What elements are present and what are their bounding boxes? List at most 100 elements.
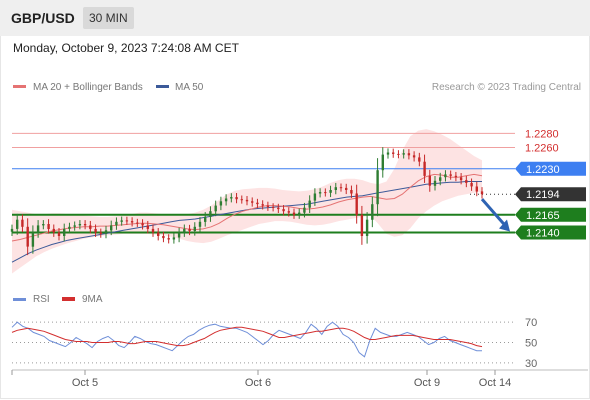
ma20-legend-swatch — [13, 85, 26, 88]
candle-body — [266, 205, 270, 207]
time-tick-label: Oct 6 — [245, 377, 271, 389]
candle-body — [198, 221, 202, 227]
candle-body — [371, 204, 374, 220]
candle-body — [10, 228, 14, 232]
ma20-legend-label: MA 20 + Bollinger Bands — [33, 82, 143, 93]
candle-body — [52, 228, 55, 233]
candle-body — [376, 170, 379, 205]
candle-body — [412, 155, 416, 158]
candle-body — [183, 228, 186, 233]
candle-body — [444, 174, 447, 178]
candle-body — [177, 232, 181, 238]
candle-body — [392, 152, 395, 154]
candle-body — [251, 201, 254, 203]
rsi-tick-70: 70 — [525, 317, 537, 329]
candle-body — [157, 232, 160, 236]
candle-body — [224, 198, 228, 202]
candle-body — [172, 237, 176, 240]
candle-body — [26, 226, 29, 247]
timeframe-button[interactable]: 30 MIN — [83, 7, 134, 29]
candle-body — [345, 187, 348, 190]
level-badge-1.2140 — [515, 225, 586, 240]
candle-body — [188, 228, 191, 231]
candle-body — [214, 205, 217, 212]
candle-body — [151, 228, 155, 233]
candle-body — [57, 232, 61, 236]
candle-body — [245, 199, 249, 202]
rsi-ma-legend-swatch — [62, 297, 75, 301]
candle-body — [402, 153, 405, 155]
level-label-1.2280: 1.2280 — [525, 128, 559, 140]
timestamp: Monday, October 9, 2023 7:24:08 AM CET — [13, 41, 239, 55]
candle-body — [350, 190, 353, 194]
instrument-symbol: GBP/USD — [11, 10, 75, 26]
candle-body — [465, 180, 468, 183]
header-bar: GBP/USD 30 MIN — [0, 0, 590, 36]
candle-body — [308, 200, 311, 208]
candle-body — [120, 220, 123, 222]
candle-body — [89, 225, 92, 229]
level-badge-1.2230 — [515, 161, 586, 176]
candle-body — [449, 174, 452, 176]
candle-body — [110, 225, 113, 231]
rsi-legend-label: RSI — [33, 294, 50, 305]
candle-body — [292, 212, 296, 215]
candle-body — [99, 232, 102, 234]
projection-arrow-shaft — [480, 198, 508, 228]
candle-body — [68, 226, 71, 229]
candle-body — [355, 193, 358, 215]
ma50-legend-label: MA 50 — [175, 82, 204, 93]
candle-body — [193, 226, 196, 231]
candle-body — [271, 207, 275, 208]
candle-body — [303, 207, 306, 213]
candle-body — [115, 221, 118, 226]
candle-body — [36, 225, 40, 233]
time-tick-label: Oct 9 — [414, 377, 440, 389]
candle-body — [42, 224, 45, 226]
candle-body — [339, 187, 343, 189]
candle-body — [167, 238, 170, 240]
level-label-1.2230: 1.2230 — [526, 164, 560, 176]
candle-body — [454, 175, 458, 178]
candle-body — [73, 225, 76, 227]
candle-body — [365, 219, 369, 236]
candle-body — [94, 228, 97, 233]
rsi-tick-30: 30 — [525, 358, 537, 370]
candle-body — [397, 153, 400, 155]
candle-body — [433, 180, 437, 186]
candle-body — [83, 224, 87, 226]
candle-body — [230, 197, 233, 199]
level-badge-1.2165 — [515, 207, 586, 222]
candle-body — [130, 221, 134, 223]
candle-body — [63, 228, 66, 236]
candle-body — [287, 211, 290, 213]
level-badge-1.2194 — [515, 187, 586, 202]
candle-body — [428, 175, 431, 186]
candle-body — [381, 154, 384, 171]
candle-body — [141, 223, 144, 226]
rsi-ma-legend-label: 9MA — [82, 294, 103, 305]
time-tick-label: Oct 5 — [72, 377, 98, 389]
candle-body — [78, 224, 82, 226]
rsi-ma-line — [11, 326, 483, 348]
level-label-1.2165: 1.2165 — [526, 210, 560, 222]
candle-body — [136, 222, 139, 224]
ma50-legend-swatch — [156, 85, 169, 88]
candle-body — [318, 192, 322, 194]
candle-body — [475, 186, 478, 192]
candle-body — [439, 177, 442, 181]
candle-body — [324, 192, 327, 194]
candle-body — [125, 220, 129, 222]
candle-body — [204, 216, 207, 222]
rsi-tick-50: 50 — [525, 338, 537, 350]
candle-body — [418, 157, 421, 162]
candle-body — [282, 209, 285, 212]
candle-body — [219, 201, 223, 206]
candle-body — [146, 225, 149, 229]
candle-body — [235, 197, 238, 200]
candle-body — [256, 202, 259, 205]
candle-body — [386, 152, 390, 155]
candle-body — [334, 187, 337, 190]
candle-body — [360, 214, 364, 236]
